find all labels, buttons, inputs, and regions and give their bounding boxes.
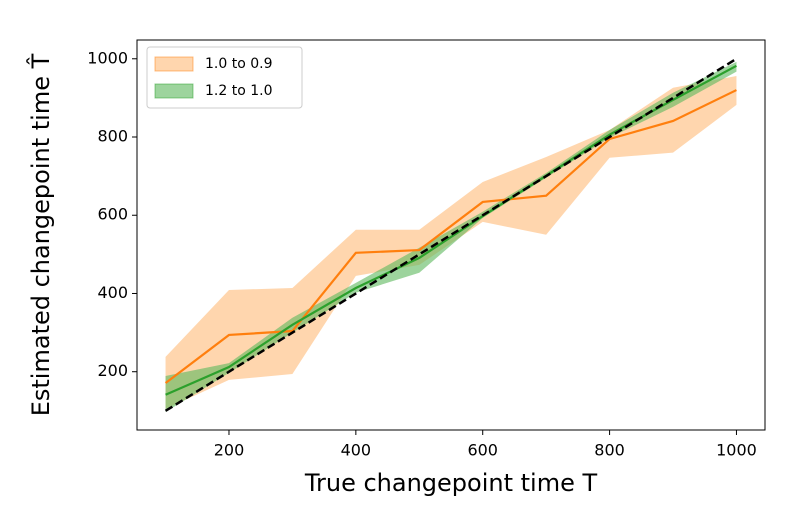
x-tick-label: 1000	[716, 441, 757, 460]
plot-frame	[136, 39, 766, 431]
legend-label: 1.2 to 1.0	[205, 83, 272, 99]
x-tick-label: 800	[594, 441, 625, 460]
y-tick-label: 600	[97, 205, 128, 224]
line	[164, 89, 737, 384]
x-tick-label: 200	[214, 441, 245, 460]
legend-label: 1.0 to 0.9	[205, 56, 272, 72]
y-tick-label: 800	[97, 127, 128, 146]
legend-swatch	[154, 83, 194, 99]
reference-line	[164, 57, 738, 412]
x-tick-label: 400	[341, 441, 372, 460]
x-tick-label: 600	[467, 441, 498, 460]
y-tick-label: 400	[97, 283, 128, 302]
x-axis-label: True changepoint time T	[304, 469, 598, 497]
y-tick-label: 200	[97, 361, 128, 380]
legend-swatch	[154, 56, 194, 72]
y-tick-label: 1000	[87, 48, 128, 67]
y-axis-label: Estimated changepoint time T̂	[27, 53, 55, 416]
